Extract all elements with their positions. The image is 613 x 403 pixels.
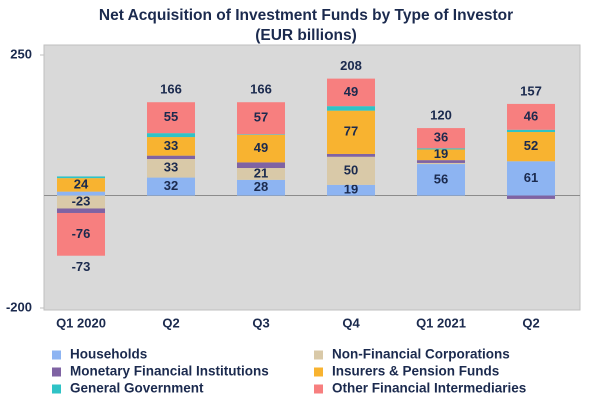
legend-label: General Government [70,381,204,396]
total-label: -73 [72,259,91,274]
x-tick-label: Q2 [522,315,539,330]
bar-segment [507,132,555,162]
bar-segment [147,155,195,160]
bar-segment [237,179,285,196]
x-tick-label: Q1 2020 [56,315,106,330]
data-label: 36 [434,130,448,145]
bar-segment [327,153,375,157]
data-label: 19 [434,146,448,161]
legend-swatch [314,350,323,360]
total-label: 166 [250,82,272,97]
data-label: 56 [434,171,448,186]
bar-segment [237,134,285,163]
data-label: 33 [164,138,178,153]
bar-segment [57,212,105,256]
data-label: 55 [164,109,178,124]
bar-segment [507,161,555,196]
total-label: 157 [520,83,542,98]
legend-label: Monetary Financial Institutions [70,364,269,379]
bar-segment [147,177,195,196]
bar-segment [327,156,375,185]
bar-segment [417,128,465,149]
x-tick-label: Q2 [162,315,179,330]
chart-subtitle: (EUR billions) [255,27,357,44]
data-label: 21 [254,165,268,180]
x-tick-label: Q3 [252,315,269,330]
chart-title: Net Acquisition of Investment Funds by T… [99,7,513,24]
bar-segment [417,164,465,196]
data-label: 32 [164,178,178,193]
bar-segment [417,148,465,150]
legend-swatch [314,384,323,394]
data-label: 24 [74,176,89,191]
bar-segment [147,137,195,156]
bar-segment [237,102,285,135]
bar-segment [507,129,555,133]
legend-swatch [52,350,61,360]
data-label: 52 [524,138,538,153]
legend-label: Non-Financial Corporations [332,347,510,362]
data-label: 46 [524,108,538,123]
legend-swatch [52,384,61,394]
bar-segment [327,78,375,107]
y-tick-label: 250 [10,46,32,61]
legend-label: Other Financial Intermediaries [332,381,526,396]
bar-segment [57,191,105,196]
legend-label: Households [70,347,147,362]
bar-segment [147,102,195,134]
bar-segment [327,106,375,111]
data-label: -23 [72,193,91,208]
bar-segment [237,168,285,180]
bar-segment [57,208,105,213]
bar-segment [237,162,285,169]
total-label: 120 [430,108,452,123]
bar-segment [417,162,465,165]
bar-segment [507,103,555,130]
x-tick-label: Q1 2021 [416,315,466,330]
data-label: 28 [254,179,268,194]
bar-segment [57,178,105,192]
data-label: 49 [344,84,358,99]
legend-label: Insurers & Pension Funds [332,364,499,379]
data-label: 57 [254,110,268,125]
bar-segment [57,195,105,209]
bar-segment [417,160,465,163]
data-label: 77 [344,124,358,139]
bar-segment [147,159,195,178]
bar-segment [417,149,465,161]
bar-segment [57,176,105,179]
bar-segment [147,133,195,138]
data-label: 19 [344,182,358,197]
legend-swatch [52,367,61,377]
total-label: 166 [160,82,182,97]
data-label: 33 [164,160,178,175]
plot-area [43,44,581,311]
data-label: 50 [344,162,358,177]
x-tick-label: Q4 [342,315,360,330]
legend-swatch [314,367,323,377]
bar-segment [507,195,555,199]
data-label: 61 [524,170,538,185]
bar-segment [237,134,285,135]
data-label: -76 [72,226,91,241]
y-tick-label: -200 [6,299,32,314]
total-label: 208 [340,58,362,73]
data-label: 49 [254,140,268,155]
bar-segment [327,110,375,154]
bar-segment [327,184,375,196]
